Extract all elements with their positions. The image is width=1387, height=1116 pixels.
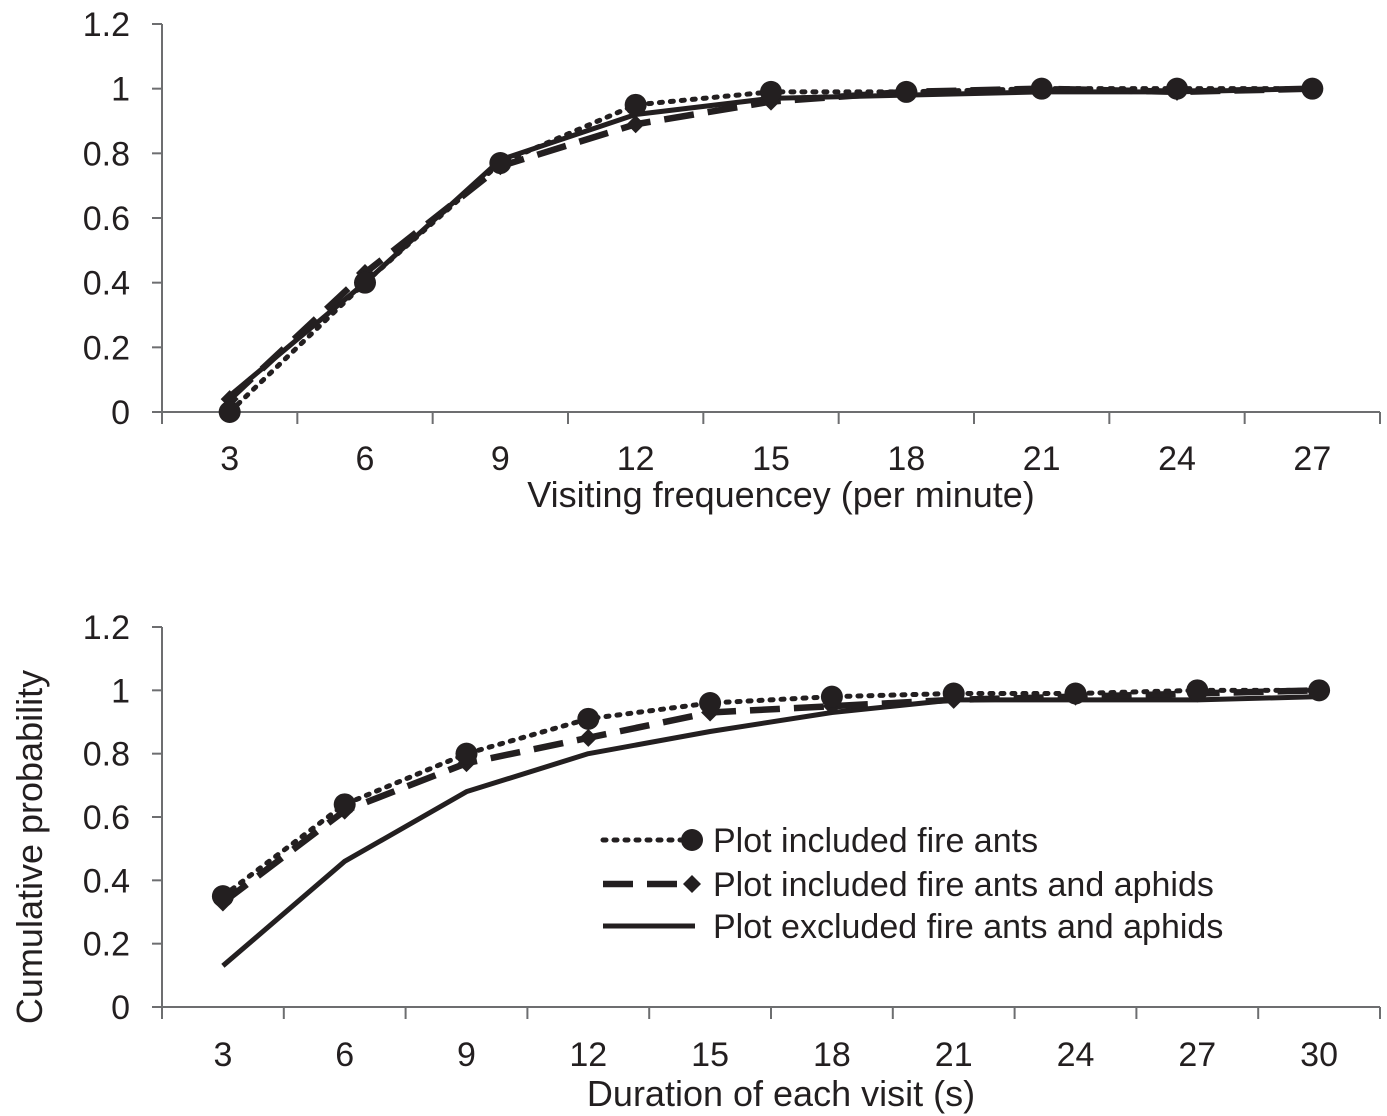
x-tick-label: 18 (813, 1036, 851, 1074)
x-axis-title: Duration of each visit (s) (587, 1073, 975, 1114)
data-point-circle (699, 692, 722, 714)
x-tick-label: 15 (691, 1036, 729, 1074)
data-point-circle (760, 80, 782, 103)
data-point-circle (624, 93, 647, 116)
x-tick-label: 9 (491, 440, 510, 478)
x-tick-label: 21 (935, 1036, 973, 1074)
x-tick-label: 27 (1293, 440, 1331, 478)
x-axis-title: Visiting frequencey (per minute) (527, 474, 1035, 515)
data-point-circle (1308, 679, 1331, 702)
x-tick-label: 6 (335, 1036, 354, 1074)
y-tick-label: 0.2 (83, 329, 130, 367)
x-tick-label: 9 (457, 1036, 476, 1074)
x-tick-label: 24 (1158, 440, 1196, 478)
x-tick-label: 12 (617, 440, 655, 478)
legend-label: Plot excluded fire ants and aphids (713, 908, 1223, 946)
data-point-circle (455, 742, 478, 765)
x-tick-label: 15 (752, 440, 790, 478)
data-point-circle (333, 793, 356, 816)
data-point-circle (820, 685, 843, 708)
series-line-solid (228, 86, 1313, 398)
y-tick-label: 0.4 (83, 265, 130, 303)
data-point-circle (354, 271, 376, 294)
x-tick-label: 30 (1300, 1036, 1338, 1074)
y-tick-label: 0.6 (83, 799, 130, 837)
y-tick-label: 1.2 (83, 6, 130, 44)
data-point-circle (218, 401, 241, 423)
data-point-circle (1186, 679, 1209, 702)
y-tick-label: 0.4 (83, 862, 130, 900)
data-point-circle (489, 152, 512, 175)
x-tick-label: 3 (213, 1036, 232, 1074)
y-tick-label: 0.8 (83, 736, 130, 774)
x-tick-label: 12 (569, 1036, 607, 1074)
data-point-circle (1166, 77, 1188, 100)
y-tick-label: 0 (111, 394, 130, 432)
chart-bottom-visit-duration: 0 0.2 0.4 0.6 0.8 1 1.2 3 6 9 12 15 18 21 24 27 30 Durati… (9, 609, 1381, 1114)
y-tick-label: 0.8 (83, 135, 130, 173)
data-point-circle (577, 707, 600, 730)
legend: Plot included fire ants Plot included fir… (600, 822, 1223, 946)
y-tick-label: 1.2 (83, 609, 130, 647)
y-tick-label: 0.2 (83, 926, 130, 964)
y-tick-label: 1 (111, 71, 130, 109)
data-point-circle (1064, 682, 1087, 705)
data-point-diamond (579, 728, 598, 747)
x-tick-label: 27 (1178, 1036, 1216, 1074)
y-tick-label: 0 (111, 989, 130, 1027)
series-line-solid (221, 694, 1320, 968)
chart-top-visiting-frequency: 0 0.2 0.4 0.6 0.8 1 1.2 3 6 9 12 15 18 21 24 27 Visiting… (83, 6, 1381, 515)
x-tick-label: 24 (1057, 1036, 1095, 1074)
data-point-circle (211, 885, 234, 908)
series-line-dotted (220, 687, 1322, 899)
legend-label: Plot included fire ants and aphids (713, 866, 1214, 904)
data-point-circle (1301, 77, 1324, 100)
x-tick-label: 18 (887, 440, 925, 478)
y-tick-label: 1 (111, 672, 130, 710)
y-tick-label: 0.6 (83, 200, 130, 238)
x-tick-label: 6 (356, 440, 375, 478)
x-tick-label: 21 (1023, 440, 1061, 478)
legend-marker-circle (681, 829, 703, 851)
y-axis-title: Cumulative probability (9, 670, 50, 1024)
legend-label: Plot included fire ants (713, 822, 1038, 860)
series-line-dashed (220, 687, 1320, 906)
data-point-diamond (626, 115, 645, 134)
legend-marker-diamond (683, 875, 701, 893)
data-point-circle (1030, 77, 1053, 100)
data-point-circle (895, 80, 918, 103)
x-tick-label: 3 (220, 440, 239, 478)
series-line-dashed (227, 85, 1313, 402)
data-point-circle (942, 682, 965, 705)
